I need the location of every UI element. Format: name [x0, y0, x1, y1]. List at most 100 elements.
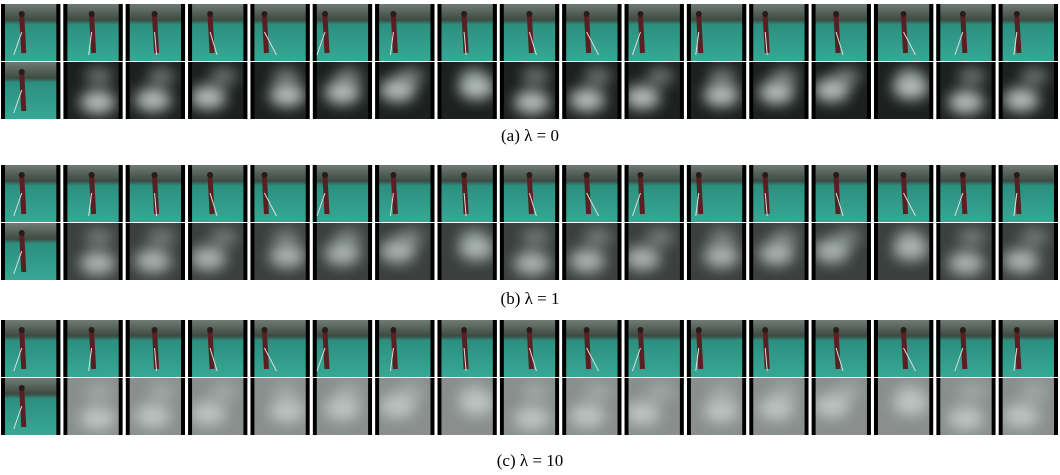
video-frame: [999, 4, 1058, 61]
golfer-head: [833, 11, 839, 17]
golfer-head: [696, 11, 702, 17]
frame-background: [812, 4, 871, 61]
golfer: [92, 16, 94, 53]
attention-map: [500, 223, 559, 280]
frame-border: [1, 165, 5, 222]
heatmap-blob: [334, 383, 362, 401]
frame-background: [188, 320, 247, 377]
golfer-head: [833, 172, 839, 178]
frame-border: [126, 320, 130, 377]
heatmap-blob: [85, 67, 113, 85]
heatmap: [375, 378, 434, 435]
frame-background: [313, 4, 372, 61]
frame-border: [437, 4, 441, 61]
frame-border: [63, 320, 67, 377]
attention-map: [500, 62, 559, 119]
frame-border: [929, 378, 933, 435]
attention-map: [500, 378, 559, 435]
heatmap: [188, 378, 247, 435]
frame-border: [63, 378, 67, 435]
video-frame: [749, 4, 808, 61]
heatmap-blob: [147, 228, 175, 246]
heatmap: [188, 223, 247, 280]
heatmap-blob: [833, 67, 861, 85]
heatmap: [687, 378, 746, 435]
frame-border: [243, 378, 247, 435]
heatmap-blob: [135, 88, 171, 112]
golfer: [1017, 16, 1019, 53]
heatmap-blob: [958, 383, 986, 401]
frame-border: [63, 4, 67, 61]
heatmap-blob: [1020, 383, 1048, 401]
video-frame: [812, 165, 871, 222]
frame-background: [375, 320, 434, 377]
frame-border: [1, 4, 5, 61]
frame-border: [555, 165, 559, 222]
heatmap-blob: [569, 88, 605, 112]
heatmap: [500, 223, 559, 280]
frame-border: [181, 320, 185, 377]
frame-border: [742, 62, 746, 119]
attention-map: [313, 62, 372, 119]
attention-map: [313, 223, 372, 280]
frame-border: [1, 320, 5, 377]
frame-border: [306, 4, 310, 61]
golfer-head: [762, 327, 768, 333]
heatmap-blob: [459, 228, 487, 246]
frame-border: [687, 378, 691, 435]
frame-border: [749, 378, 753, 435]
video-frame: [1, 62, 60, 119]
frame-border: [437, 62, 441, 119]
frame-background: [562, 4, 621, 61]
frame-border: [1054, 378, 1058, 435]
heatmap: [250, 378, 309, 435]
frame-border: [625, 378, 629, 435]
attention-map: [63, 62, 122, 119]
frame-border: [188, 62, 192, 119]
heatmap-blob: [514, 406, 550, 430]
frame-border: [500, 4, 504, 61]
golfer: [963, 16, 965, 53]
attention-map: [874, 378, 933, 435]
heatmap-blob: [135, 404, 171, 428]
heatmap: [63, 62, 122, 119]
golfer-head: [526, 11, 532, 17]
golfer-head: [19, 172, 25, 178]
frame-border: [812, 4, 816, 61]
video-frame: [562, 4, 621, 61]
heatmap: [812, 62, 871, 119]
heatmap-blob: [771, 228, 799, 246]
frame-border: [625, 165, 629, 222]
golfer-head: [960, 11, 966, 17]
frame-border: [992, 62, 996, 119]
frame-border: [929, 165, 933, 222]
frame-border: [181, 223, 185, 280]
frame-border: [999, 62, 1003, 119]
frame-border: [749, 4, 753, 61]
frame-border: [812, 320, 816, 377]
frame-border: [313, 62, 317, 119]
frame-border: [992, 378, 996, 435]
video-frame: [500, 320, 559, 377]
frame-border: [430, 223, 434, 280]
golfer: [393, 16, 395, 53]
frame-border: [181, 165, 185, 222]
frame-border: [306, 223, 310, 280]
attention-map: [188, 62, 247, 119]
frame-border: [999, 320, 1003, 377]
heatmap-blob: [459, 383, 487, 401]
video-frame: [562, 320, 621, 377]
golfer-head: [152, 327, 158, 333]
heatmap: [188, 62, 247, 119]
frame-border: [250, 62, 254, 119]
attention-map: [936, 378, 995, 435]
golfer-head: [261, 172, 267, 178]
attention-map: [437, 62, 496, 119]
frame-border: [375, 320, 379, 377]
frame-border: [375, 62, 379, 119]
heatmap-blob: [190, 85, 226, 109]
video-frame: [936, 165, 995, 222]
frame-border: [56, 223, 60, 280]
frame-border: [188, 165, 192, 222]
video-frame: [999, 165, 1058, 222]
